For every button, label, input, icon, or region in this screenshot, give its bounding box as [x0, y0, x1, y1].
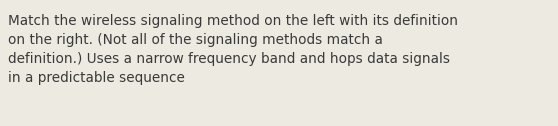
Text: Match the wireless signaling method on the left with its definition
on the right: Match the wireless signaling method on t…: [8, 14, 458, 85]
